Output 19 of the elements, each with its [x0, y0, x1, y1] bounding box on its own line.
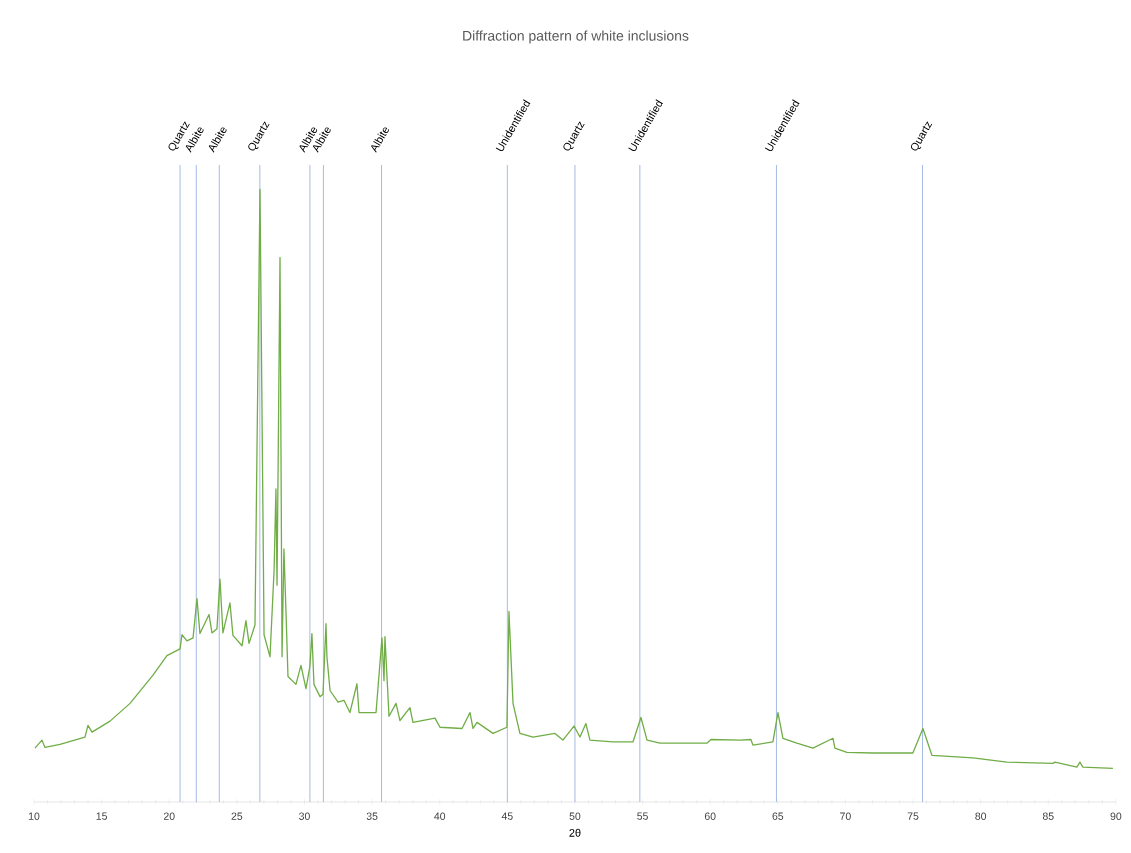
x-tick-label: 60	[704, 812, 716, 820]
chart-title: Diffraction pattern of white inclusions	[463, 30, 689, 44]
x-tick-label: 85	[1042, 812, 1054, 820]
x-tick-label: 45	[501, 812, 513, 820]
x-tick-label: 50	[569, 812, 581, 820]
x-tick-label: 90	[1110, 812, 1122, 820]
x-tick-label: 80	[975, 812, 987, 820]
x-tick-label: 55	[637, 812, 648, 820]
x-axis-title: 2θ	[569, 828, 581, 837]
x-tick-label: 35	[366, 812, 378, 820]
x-tick-label: 70	[840, 812, 851, 820]
x-tick-label: 10	[28, 812, 40, 820]
x-tick-label: 20	[163, 812, 175, 820]
x-tick-label: 30	[299, 812, 310, 820]
x-tick-label: 15	[96, 812, 107, 820]
x-tick-label: 40	[434, 812, 446, 820]
x-tick-label: 65	[772, 812, 784, 820]
x-tick-label: 25	[231, 812, 243, 820]
x-tick-label: 75	[907, 812, 919, 820]
